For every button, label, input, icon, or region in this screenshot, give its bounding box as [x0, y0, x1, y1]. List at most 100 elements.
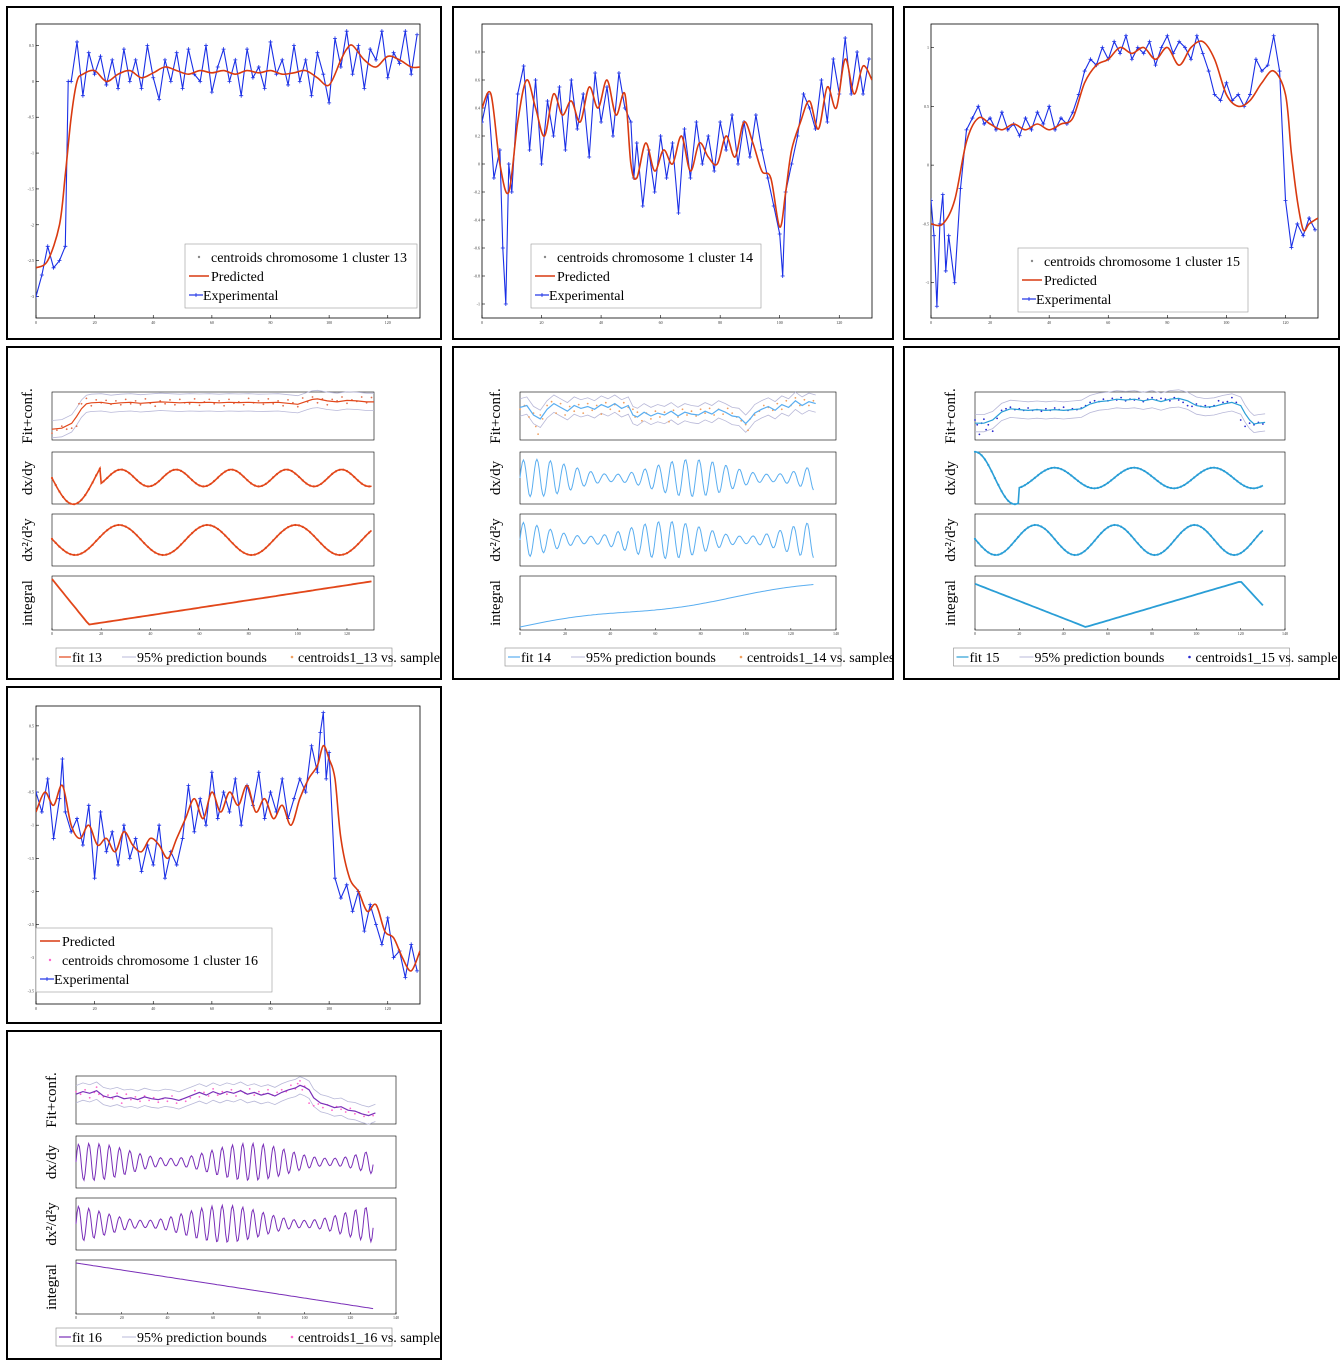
x-tick-label: 20: [99, 631, 103, 636]
experimental-point: [1253, 57, 1258, 62]
experimental-point: [931, 233, 936, 238]
experimental-point: [831, 57, 836, 61]
experimental-point: [69, 829, 74, 834]
derivative-marker: [1246, 546, 1249, 549]
derivative-marker: [1033, 476, 1036, 479]
experimental-point: [533, 78, 538, 82]
derivative-marker: [1213, 466, 1216, 469]
derivative-marker: [227, 538, 231, 541]
centroid-point: [169, 399, 171, 401]
experimental-point: [162, 876, 167, 881]
experimental-point: [670, 141, 675, 145]
derivative-marker: [231, 468, 234, 471]
derivative-marker: [1140, 545, 1143, 549]
centroid-point: [582, 412, 585, 414]
derivative-marker: [356, 543, 360, 546]
derivative-marker: [1236, 553, 1239, 556]
legend: fit 14 95% prediction bounds centroids1_14…: [504, 647, 892, 667]
centroid-point: [248, 1088, 251, 1090]
derivative-marker: [1166, 486, 1169, 489]
derivative-marker: [1149, 474, 1153, 477]
derivative-marker: [224, 470, 227, 473]
series-group: [36, 29, 420, 299]
derivative-marker: [1060, 545, 1063, 548]
experimental-point: [362, 929, 367, 934]
experimental-point: [982, 121, 987, 126]
experimental-point: [801, 92, 806, 96]
derivative-marker: [194, 528, 197, 531]
experimental-point: [318, 730, 323, 735]
derivative-marker: [161, 553, 164, 557]
x-tick-label: 120: [385, 320, 391, 325]
centroid-point: [519, 408, 521, 411]
experimental-point: [506, 162, 511, 166]
derivative-marker: [268, 479, 271, 482]
experimental-point: [338, 65, 343, 70]
centroid-point: [704, 412, 706, 414]
legend-box: [953, 647, 1290, 667]
derivative-marker: [320, 542, 323, 545]
experimental-point: [1313, 227, 1318, 232]
x-tick-label: 80: [699, 631, 703, 636]
centroid-point: [1062, 406, 1065, 409]
experimental-point: [1005, 127, 1010, 132]
row-label: dx/dy: [488, 460, 504, 495]
derivative-marker: [205, 523, 208, 527]
legend-label: centroids1_13 vs. samples4: [298, 651, 440, 666]
derivative-marker: [143, 542, 146, 545]
experimental-point: [98, 54, 103, 59]
derivative-marker: [106, 476, 109, 479]
centroid-point: [115, 400, 117, 402]
experimental-point: [321, 710, 326, 715]
derivative-marker: [209, 482, 212, 486]
centroid-point: [987, 423, 990, 426]
centroid-point: [808, 404, 810, 407]
derivative-marker: [1116, 524, 1119, 527]
derivative-marker: [213, 525, 216, 528]
y-tick-label: -0.5: [28, 115, 34, 120]
subplot-frame: [974, 451, 1286, 505]
fit-panel-13: 0 20 40 60 80 100 120 0.5 0 -0.5 -1 -1.5 -2 -2.5 -3 cen…: [6, 6, 442, 340]
experimental-point: [931, 198, 933, 203]
experimental-point: [1129, 57, 1134, 62]
centroid-point: [534, 425, 537, 428]
experimental-point: [1188, 57, 1193, 62]
x-tick-label: 20: [93, 320, 97, 325]
x-tick-label: 80: [718, 320, 722, 325]
derivative-marker: [157, 553, 160, 556]
derivative-marker: [1086, 547, 1089, 550]
derivative-marker: [161, 476, 164, 479]
y-tick-label: 0.5: [29, 723, 34, 728]
derivative-marker: [1090, 543, 1093, 546]
x-tick-label: 40: [599, 320, 603, 325]
centroid-point: [996, 417, 998, 420]
centroid-point: [175, 1102, 178, 1104]
derivative-marker: [973, 537, 977, 540]
experimental-point: [825, 120, 830, 124]
experimental-point: [151, 75, 156, 80]
legend-centroid-marker: [1188, 655, 1191, 659]
centroid-point: [134, 1096, 137, 1098]
centroid-point: [1027, 407, 1029, 409]
experimental-point: [80, 93, 85, 98]
derivative-marker: [1216, 467, 1219, 470]
experimental-point: [116, 862, 121, 867]
centroid-point: [178, 398, 181, 401]
derivative-marker: [301, 479, 304, 482]
upper-bound: [975, 389, 1266, 416]
centroid-point: [296, 405, 299, 408]
experimental-point: [1029, 127, 1034, 132]
experimental-point: [403, 29, 408, 34]
derivative-marker: [253, 484, 256, 487]
legend-label: 95% prediction bounds: [137, 1331, 267, 1346]
experimental-point: [515, 92, 520, 96]
fit-line: [975, 397, 1266, 425]
experimental-point: [92, 72, 97, 77]
centroid-point: [976, 423, 979, 426]
experimental-point: [1259, 69, 1264, 74]
centroid-point: [1040, 410, 1043, 413]
centroid-point: [124, 398, 127, 401]
derivative-marker: [327, 549, 330, 552]
experimental-point: [1218, 98, 1223, 103]
derivative-marker: [1040, 525, 1043, 528]
